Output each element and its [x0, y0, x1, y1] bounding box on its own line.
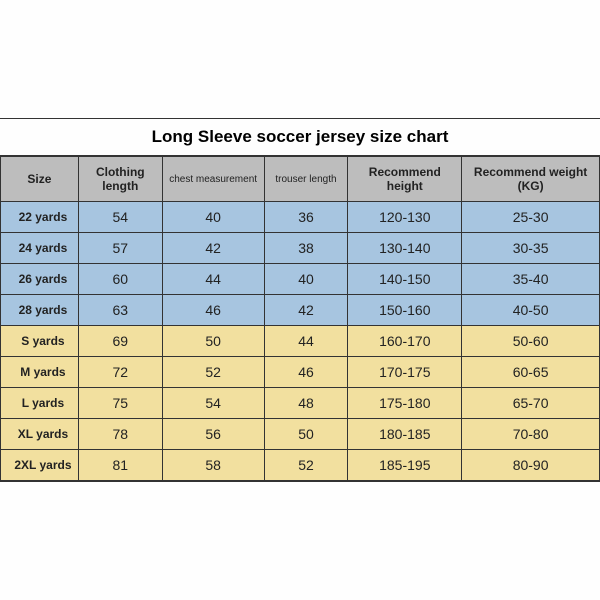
table-cell: 42	[162, 233, 264, 264]
col-trouser: trouser length	[264, 157, 348, 202]
table-cell: 40-50	[462, 295, 600, 326]
table-cell: 70-80	[462, 419, 600, 450]
table-cell: 120-130	[348, 202, 462, 233]
table-cell: 75	[78, 388, 162, 419]
table-cell: 25-30	[462, 202, 600, 233]
table-cell: 44	[264, 326, 348, 357]
table-cell: 42	[264, 295, 348, 326]
table-cell: 40	[162, 202, 264, 233]
col-chest: chest measurement	[162, 157, 264, 202]
table-row: 26 yards604440140-15035-40	[1, 264, 600, 295]
table-row: 22 yards544036120-13025-30	[1, 202, 600, 233]
table-row: 28 yards634642150-16040-50	[1, 295, 600, 326]
table-cell: M yards	[1, 357, 79, 388]
table-cell: 58	[162, 450, 264, 481]
table-cell: 35-40	[462, 264, 600, 295]
table-cell: 22 yards	[1, 202, 79, 233]
table-cell: 63	[78, 295, 162, 326]
col-weight: Recommend weight (KG)	[462, 157, 600, 202]
table-cell: 80-90	[462, 450, 600, 481]
table-cell: 50-60	[462, 326, 600, 357]
table-cell: 26 yards	[1, 264, 79, 295]
table-row: 2XL yards815852185-19580-90	[1, 450, 600, 481]
table-cell: 180-185	[348, 419, 462, 450]
table-cell: 130-140	[348, 233, 462, 264]
table-cell: 150-160	[348, 295, 462, 326]
chart-title: Long Sleeve soccer jersey size chart	[0, 119, 600, 156]
table-row: M yards725246170-17560-65	[1, 357, 600, 388]
col-height: Recommend height	[348, 157, 462, 202]
size-table: Size Clothing length chest measurement t…	[0, 156, 600, 481]
table-cell: 50	[162, 326, 264, 357]
table-cell: 38	[264, 233, 348, 264]
table-cell: 28 yards	[1, 295, 79, 326]
table-cell: 40	[264, 264, 348, 295]
table-cell: 60-65	[462, 357, 600, 388]
table-cell: 140-150	[348, 264, 462, 295]
table-row: XL yards785650180-18570-80	[1, 419, 600, 450]
table-cell: 56	[162, 419, 264, 450]
table-header: Size Clothing length chest measurement t…	[1, 157, 600, 202]
table-cell: 46	[162, 295, 264, 326]
table-body: 22 yards544036120-13025-3024 yards574238…	[1, 202, 600, 481]
table-cell: 46	[264, 357, 348, 388]
table-cell: 175-180	[348, 388, 462, 419]
table-cell: 160-170	[348, 326, 462, 357]
table-cell: 72	[78, 357, 162, 388]
table-cell: 54	[78, 202, 162, 233]
table-cell: 78	[78, 419, 162, 450]
table-cell: 30-35	[462, 233, 600, 264]
table-cell: 69	[78, 326, 162, 357]
table-row: S yards695044160-17050-60	[1, 326, 600, 357]
table-cell: 65-70	[462, 388, 600, 419]
table-cell: S yards	[1, 326, 79, 357]
table-cell: 24 yards	[1, 233, 79, 264]
table-cell: 81	[78, 450, 162, 481]
table-cell: 36	[264, 202, 348, 233]
table-row: L yards755448175-18065-70	[1, 388, 600, 419]
table-cell: 44	[162, 264, 264, 295]
table-cell: 2XL yards	[1, 450, 79, 481]
table-row: 24 yards574238130-14030-35	[1, 233, 600, 264]
table-cell: 52	[162, 357, 264, 388]
table-cell: 60	[78, 264, 162, 295]
table-cell: 57	[78, 233, 162, 264]
col-size: Size	[1, 157, 79, 202]
table-cell: XL yards	[1, 419, 79, 450]
table-cell: 170-175	[348, 357, 462, 388]
table-cell: 52	[264, 450, 348, 481]
size-chart: Long Sleeve soccer jersey size chart Siz…	[0, 118, 600, 482]
table-cell: 185-195	[348, 450, 462, 481]
col-clothing: Clothing length	[78, 157, 162, 202]
table-cell: L yards	[1, 388, 79, 419]
table-cell: 50	[264, 419, 348, 450]
table-cell: 54	[162, 388, 264, 419]
table-cell: 48	[264, 388, 348, 419]
